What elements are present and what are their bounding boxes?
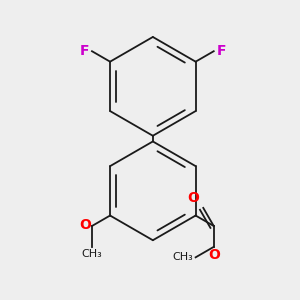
Text: CH₃: CH₃	[82, 249, 102, 259]
Text: CH₃: CH₃	[172, 252, 193, 262]
Text: O: O	[209, 248, 220, 262]
Text: O: O	[79, 218, 91, 232]
Text: F: F	[80, 44, 89, 58]
Text: F: F	[217, 44, 226, 58]
Text: O: O	[188, 191, 200, 205]
